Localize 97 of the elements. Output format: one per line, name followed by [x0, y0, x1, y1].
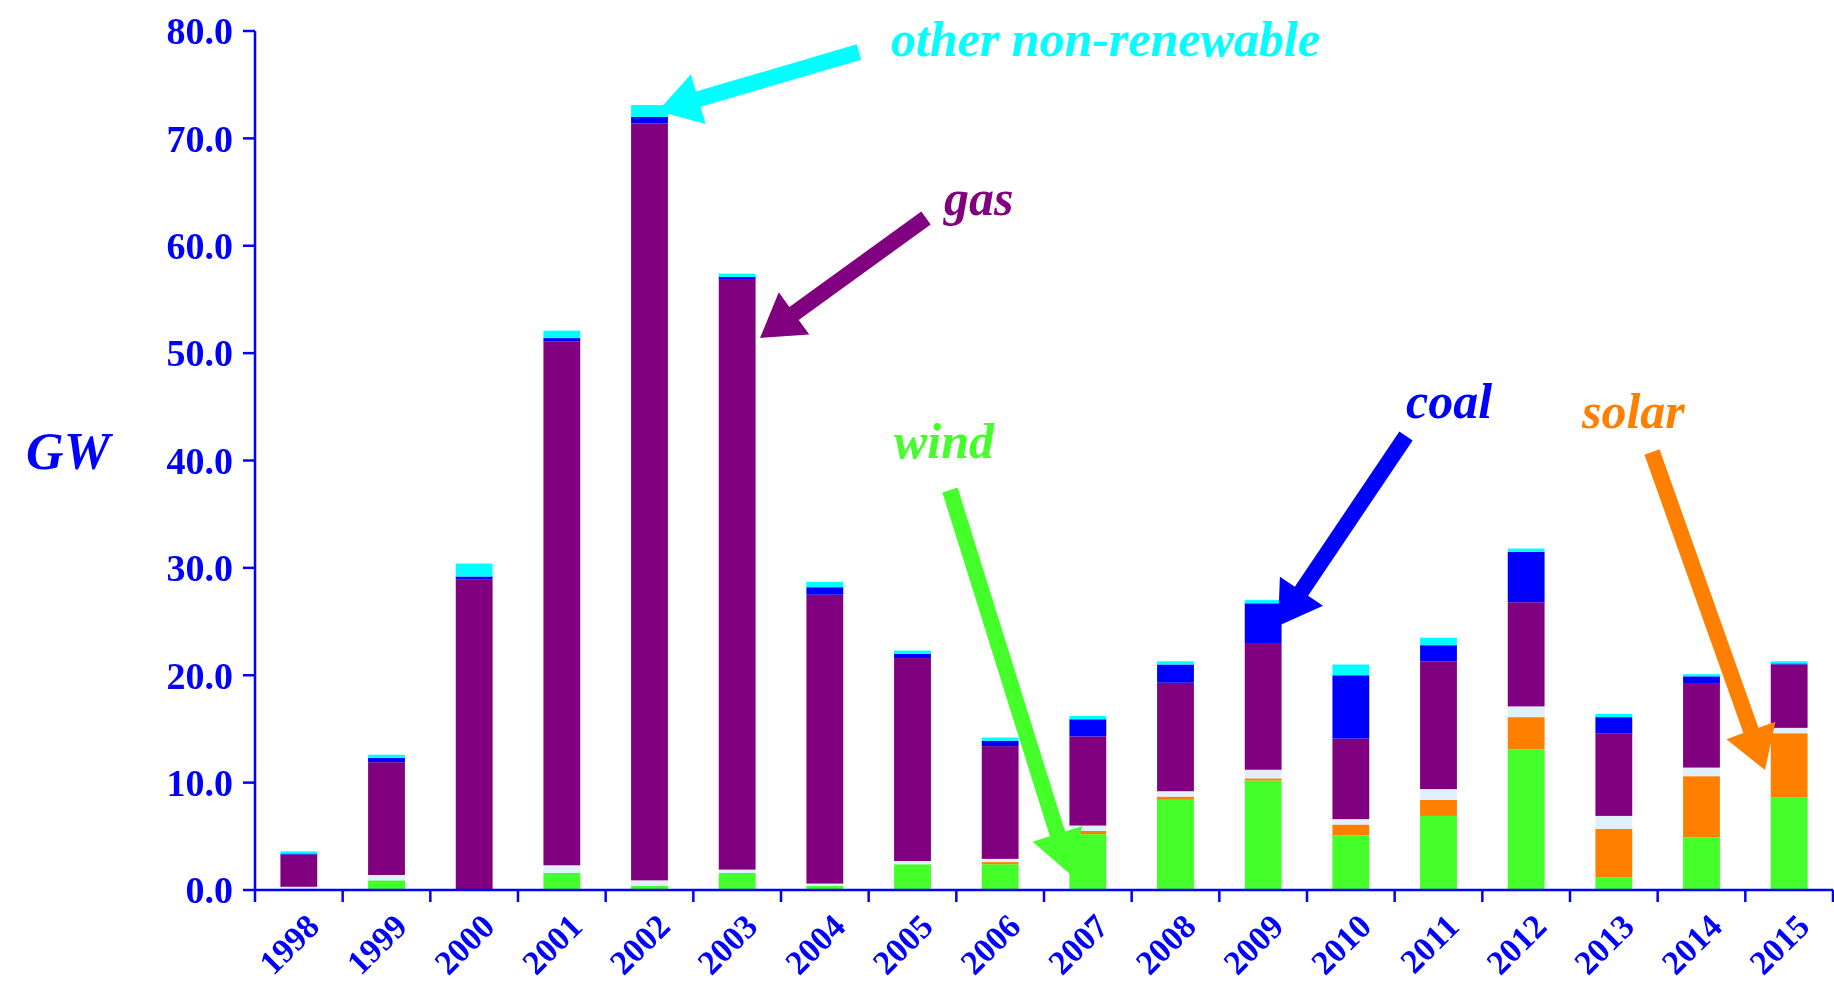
- bar: [981, 740, 1019, 747]
- bar: [806, 587, 844, 595]
- bar: [981, 864, 1019, 890]
- text: solar: [1581, 383, 1686, 439]
- bar: [543, 330, 581, 339]
- bar: [1683, 683, 1720, 768]
- bar: [1507, 551, 1545, 603]
- bar: [543, 865, 581, 873]
- bar: [1332, 675, 1370, 739]
- bar: [1420, 789, 1457, 800]
- bar: [543, 341, 581, 866]
- bar: [981, 862, 1019, 865]
- bar: [1595, 717, 1633, 734]
- bar: [631, 880, 668, 886]
- bar: [1683, 674, 1720, 677]
- bar: [1507, 602, 1545, 707]
- bar: [455, 563, 493, 577]
- bar: [368, 762, 405, 875]
- bar: [894, 650, 931, 654]
- bar: [1420, 645, 1457, 662]
- bar: [1332, 664, 1370, 676]
- bar: [543, 338, 581, 342]
- bar: [1683, 776, 1720, 838]
- bar: [631, 116, 668, 124]
- bar: [1420, 637, 1457, 646]
- bar: [1332, 824, 1370, 836]
- y-tick-label: 80.0: [166, 10, 233, 53]
- bar: [1507, 749, 1545, 890]
- bar: [1683, 837, 1720, 890]
- bar: [1157, 796, 1194, 800]
- bar: [981, 858, 1019, 863]
- y-tick-label: 70.0: [166, 117, 233, 160]
- bar: [1770, 797, 1808, 890]
- bar: [1420, 661, 1457, 790]
- bar: [1244, 603, 1282, 644]
- bar: [1332, 835, 1370, 890]
- bar: [718, 869, 756, 873]
- bar: [718, 872, 756, 890]
- bar: [1069, 736, 1107, 826]
- bar: [1420, 799, 1457, 816]
- bar: [1595, 713, 1633, 718]
- y-tick-label: 20.0: [166, 654, 233, 697]
- bar: [894, 658, 931, 862]
- bar: [543, 872, 581, 890]
- bar: [1507, 717, 1545, 750]
- y-tick-label: 60.0: [166, 225, 233, 268]
- y-tick-label: 10.0: [166, 761, 233, 804]
- bar: [1770, 664, 1808, 728]
- bar: [1244, 643, 1282, 770]
- bar: [981, 746, 1019, 859]
- text: gas: [943, 170, 1014, 226]
- bar: [631, 123, 668, 881]
- bar: [1595, 877, 1633, 890]
- y-tick-label: 0.0: [185, 869, 233, 912]
- bar: [1069, 716, 1107, 720]
- bar: [368, 754, 405, 758]
- bar: [368, 874, 405, 881]
- bar: [368, 757, 405, 763]
- bar: [981, 737, 1019, 741]
- bar: [280, 854, 318, 887]
- bar: [894, 653, 931, 659]
- bar: [718, 279, 756, 870]
- bar: [1595, 733, 1633, 816]
- bar: [455, 576, 493, 580]
- bar: [806, 581, 844, 588]
- bar: [1157, 661, 1194, 665]
- bar: [806, 594, 844, 884]
- bar: [1157, 682, 1194, 792]
- bar: [1507, 706, 1545, 718]
- bar: [1770, 733, 1808, 798]
- bar: [1332, 819, 1370, 825]
- y-tick-label: 40.0: [166, 439, 233, 482]
- bar: [806, 883, 844, 886]
- bar: [1420, 815, 1457, 890]
- bar: [1595, 815, 1633, 829]
- bar: [1244, 769, 1282, 779]
- text: wind: [894, 413, 996, 469]
- bar: [1683, 676, 1720, 684]
- bar: [1069, 719, 1107, 737]
- bar: [1332, 738, 1370, 820]
- y-axis-title: GW: [26, 422, 114, 480]
- bar: [1244, 780, 1282, 890]
- bar: [1507, 548, 1545, 552]
- bar: [1683, 767, 1720, 777]
- bar: [894, 864, 931, 890]
- text: other non-renewable: [891, 11, 1321, 67]
- text: coal: [1406, 373, 1493, 429]
- y-tick-label: 30.0: [166, 547, 233, 590]
- bar: [1595, 828, 1633, 878]
- bar: [894, 861, 931, 865]
- bar: [1157, 791, 1194, 797]
- bar: [455, 579, 493, 890]
- bar: [368, 880, 405, 890]
- y-tick-label: 50.0: [166, 332, 233, 375]
- bar: [1157, 664, 1194, 683]
- bar: [1244, 778, 1282, 781]
- bar: [1157, 799, 1194, 890]
